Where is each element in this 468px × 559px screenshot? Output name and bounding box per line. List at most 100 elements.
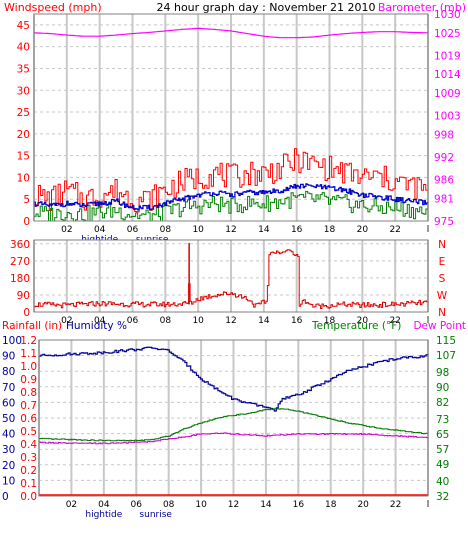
p1-right-tick: 1030 bbox=[434, 9, 461, 21]
temperature-line bbox=[39, 408, 429, 442]
p2-x-tick: l bbox=[427, 316, 430, 326]
p1-x-tick: 04 bbox=[94, 225, 106, 235]
p1-right-tick: 1003 bbox=[434, 111, 461, 123]
p2-x-tick: 22 bbox=[389, 316, 400, 326]
p1-right-tick: 992 bbox=[434, 152, 454, 164]
p3-humidity-tick: 50 bbox=[2, 413, 15, 425]
p2-x-tick: 10 bbox=[192, 316, 204, 326]
p2-x-tick: 04 bbox=[94, 316, 106, 326]
p1-left-tick: 30 bbox=[17, 85, 30, 97]
temperature-axis-label: Temperature (°F) bbox=[311, 320, 401, 332]
p3-temp-tick: 32 bbox=[436, 491, 449, 503]
p3-temp-tick: 107 bbox=[436, 350, 456, 362]
p1-right-tick: 1009 bbox=[434, 88, 461, 100]
p3-humidity-tick: 10 bbox=[2, 475, 15, 487]
p2-left-tick: 180 bbox=[10, 273, 30, 285]
p3-x-tick: l bbox=[427, 500, 430, 510]
wind-average-line bbox=[34, 183, 429, 211]
p3-temp-tick: 115 bbox=[436, 335, 456, 347]
p3-x-tick: 16 bbox=[293, 500, 305, 510]
p1-left-tick: 5 bbox=[23, 194, 30, 206]
p3-rain-tick: 0.8 bbox=[20, 387, 37, 399]
p3-temp-tick: 40 bbox=[436, 476, 449, 488]
p3-x-tick: 14 bbox=[260, 500, 272, 510]
p3-humidity-tick: 90 bbox=[2, 351, 15, 363]
p1-x-tick: 14 bbox=[258, 225, 270, 235]
p2-x-tick: 02 bbox=[61, 316, 72, 326]
p1-x-tick: l bbox=[427, 225, 430, 235]
p1-right-tick: 1014 bbox=[434, 69, 461, 81]
humidity-line bbox=[39, 346, 429, 412]
p3-humidity-tick: 30 bbox=[2, 444, 15, 456]
p2-left-tick: 0 bbox=[23, 307, 30, 319]
p3-x-tick: 06 bbox=[131, 500, 143, 510]
p1-x-tick: 06 bbox=[127, 225, 139, 235]
p1-x-tick: 02 bbox=[61, 225, 72, 235]
p3-humidity-tick: 20 bbox=[2, 460, 15, 472]
p3-rain-tick: 0.5 bbox=[20, 426, 37, 438]
p1-x-tick: 12 bbox=[225, 225, 236, 235]
p3-x-tick: 12 bbox=[228, 500, 239, 510]
p3-x-tick: 18 bbox=[325, 500, 337, 510]
p1-left-tick: 20 bbox=[17, 129, 30, 141]
p1-left-tick: 10 bbox=[17, 172, 30, 184]
p1-left-tick: 15 bbox=[17, 151, 30, 163]
p2-x-tick: 14 bbox=[258, 316, 270, 326]
p2-left-tick: 90 bbox=[17, 290, 30, 302]
p1-x-tick: 08 bbox=[160, 225, 172, 235]
p3-temp-tick: 98 bbox=[436, 367, 449, 379]
p3-x-tick: 02 bbox=[66, 500, 77, 510]
p3-humidity-tick: 80 bbox=[2, 366, 15, 378]
p2-compass-tick: N bbox=[438, 307, 446, 319]
p1-right-tick: 975 bbox=[434, 216, 454, 228]
p3-temp-tick: 57 bbox=[436, 444, 449, 456]
p2-frame bbox=[33, 239, 429, 313]
p1-right-tick: 986 bbox=[434, 175, 454, 187]
barometer-axis-label: Barometer (mb) bbox=[378, 1, 466, 14]
temperature-humidity-panel: 02 04 06 08 10 12 14 16 18 20 22 l 0 10 20 30 40 50 60 70 80… bbox=[2, 335, 456, 520]
p1-left-tick: 0 bbox=[23, 216, 30, 228]
p1-x-tick: 20 bbox=[357, 225, 369, 235]
dewpoint-line bbox=[39, 432, 429, 445]
p3-rain-tick: 0.1 bbox=[20, 478, 37, 490]
wind-speed-line bbox=[34, 190, 429, 222]
hightide-label-2: hightide bbox=[85, 510, 122, 520]
p1-right-tick: 981 bbox=[434, 193, 454, 205]
p3-rain-tick: 0.0 bbox=[20, 491, 37, 503]
barometer-line bbox=[33, 27, 428, 39]
graph-title: 24 hour graph day : November 21 2010 bbox=[156, 1, 375, 14]
p2-compass-tick: N bbox=[438, 239, 446, 251]
p1-x-tick: 16 bbox=[291, 225, 303, 235]
p3-temp-tick: 82 bbox=[436, 397, 449, 409]
humidity-axis-label: Humidity % bbox=[66, 320, 127, 332]
p2-x-tick: 16 bbox=[291, 316, 303, 326]
wind-barometer-panel: 02 04 06 08 10 12 14 16 18 20 22 l 0 5 10 15 20 25 30 35 40 4… bbox=[17, 9, 461, 245]
p3-rain-tick: 0.7 bbox=[20, 400, 37, 412]
p1-x-tick: 10 bbox=[192, 225, 204, 235]
p3-humidity-tick: 60 bbox=[2, 397, 15, 409]
p1-left-tick: 25 bbox=[17, 107, 30, 119]
p3-humidity-tick: 40 bbox=[2, 429, 15, 441]
p3-rain-tick: 0.3 bbox=[20, 452, 37, 464]
p3-x-tick: 20 bbox=[357, 500, 369, 510]
p3-x-tick: 10 bbox=[195, 500, 207, 510]
p3-x-tick: 04 bbox=[98, 500, 110, 510]
p3-x-tick: 22 bbox=[390, 500, 401, 510]
p3-temp-tick: 65 bbox=[436, 429, 449, 441]
p3-temp-tick: 49 bbox=[436, 459, 449, 471]
p2-x-tick: 20 bbox=[357, 316, 369, 326]
p3-frame bbox=[38, 339, 429, 497]
p2-x-tick: 12 bbox=[225, 316, 236, 326]
p3-humidity-tick: 100 bbox=[2, 335, 22, 347]
p1-right-tick: 1025 bbox=[434, 28, 461, 40]
p1-right-tick: 998 bbox=[434, 129, 454, 141]
p1-left-tick: 45 bbox=[17, 20, 30, 32]
wind-direction-line bbox=[34, 249, 429, 309]
wind-direction-panel: 02 04 06 08 10 12 14 16 18 20 22 l 0 N 90 W 180 S 270 E 360 N bbox=[10, 239, 448, 326]
p3-temp-tick: 90 bbox=[436, 382, 449, 394]
p2-compass-tick: S bbox=[439, 273, 446, 285]
p1-left-tick: 35 bbox=[17, 63, 30, 75]
p3-humidity-tick: 70 bbox=[2, 382, 15, 394]
